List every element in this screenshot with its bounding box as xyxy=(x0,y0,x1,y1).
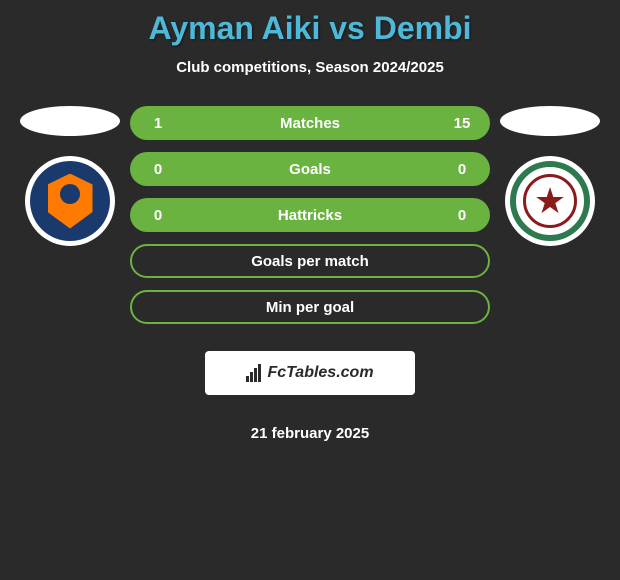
stat-row-goals-per-match: Goals per match xyxy=(130,244,490,278)
stat-row-matches: 1 Matches 15 xyxy=(130,106,490,140)
stat-label: Matches xyxy=(168,115,452,132)
player-right-column: ★ xyxy=(490,106,610,246)
shield-icon xyxy=(48,174,93,229)
player-right-club-badge: ★ xyxy=(505,156,595,246)
comparison-subtitle: Club competitions, Season 2024/2025 xyxy=(0,59,620,76)
stats-column: 1 Matches 15 0 Goals 0 0 Hattricks 0 Goa… xyxy=(130,106,490,442)
stat-row-goals: 0 Goals 0 xyxy=(130,152,490,186)
stat-label: Goals xyxy=(168,161,452,178)
comparison-date: 21 february 2025 xyxy=(130,425,490,442)
stat-label: Hattricks xyxy=(168,207,452,224)
stat-left-value: 0 xyxy=(148,161,168,178)
stat-label: Goals per match xyxy=(150,253,470,270)
bar-chart-icon xyxy=(246,364,261,382)
stat-row-hattricks: 0 Hattricks 0 xyxy=(130,198,490,232)
stat-left-value: 1 xyxy=(148,115,168,132)
stat-right-value: 0 xyxy=(452,207,472,224)
stat-row-min-per-goal: Min per goal xyxy=(130,290,490,324)
watermark: FcTables.com xyxy=(205,351,415,395)
comparison-title: Ayman Aiki vs Dembi xyxy=(0,10,620,47)
player-left-column xyxy=(10,106,130,246)
watermark-text: FcTables.com xyxy=(267,364,373,382)
stat-right-value: 0 xyxy=(452,161,472,178)
stat-label: Min per goal xyxy=(150,299,470,316)
stat-right-value: 15 xyxy=(452,115,472,132)
star-icon: ★ xyxy=(534,183,566,219)
player-right-silhouette xyxy=(500,106,600,136)
player-left-silhouette xyxy=(20,106,120,136)
player-left-club-badge xyxy=(25,156,115,246)
stat-left-value: 0 xyxy=(148,207,168,224)
